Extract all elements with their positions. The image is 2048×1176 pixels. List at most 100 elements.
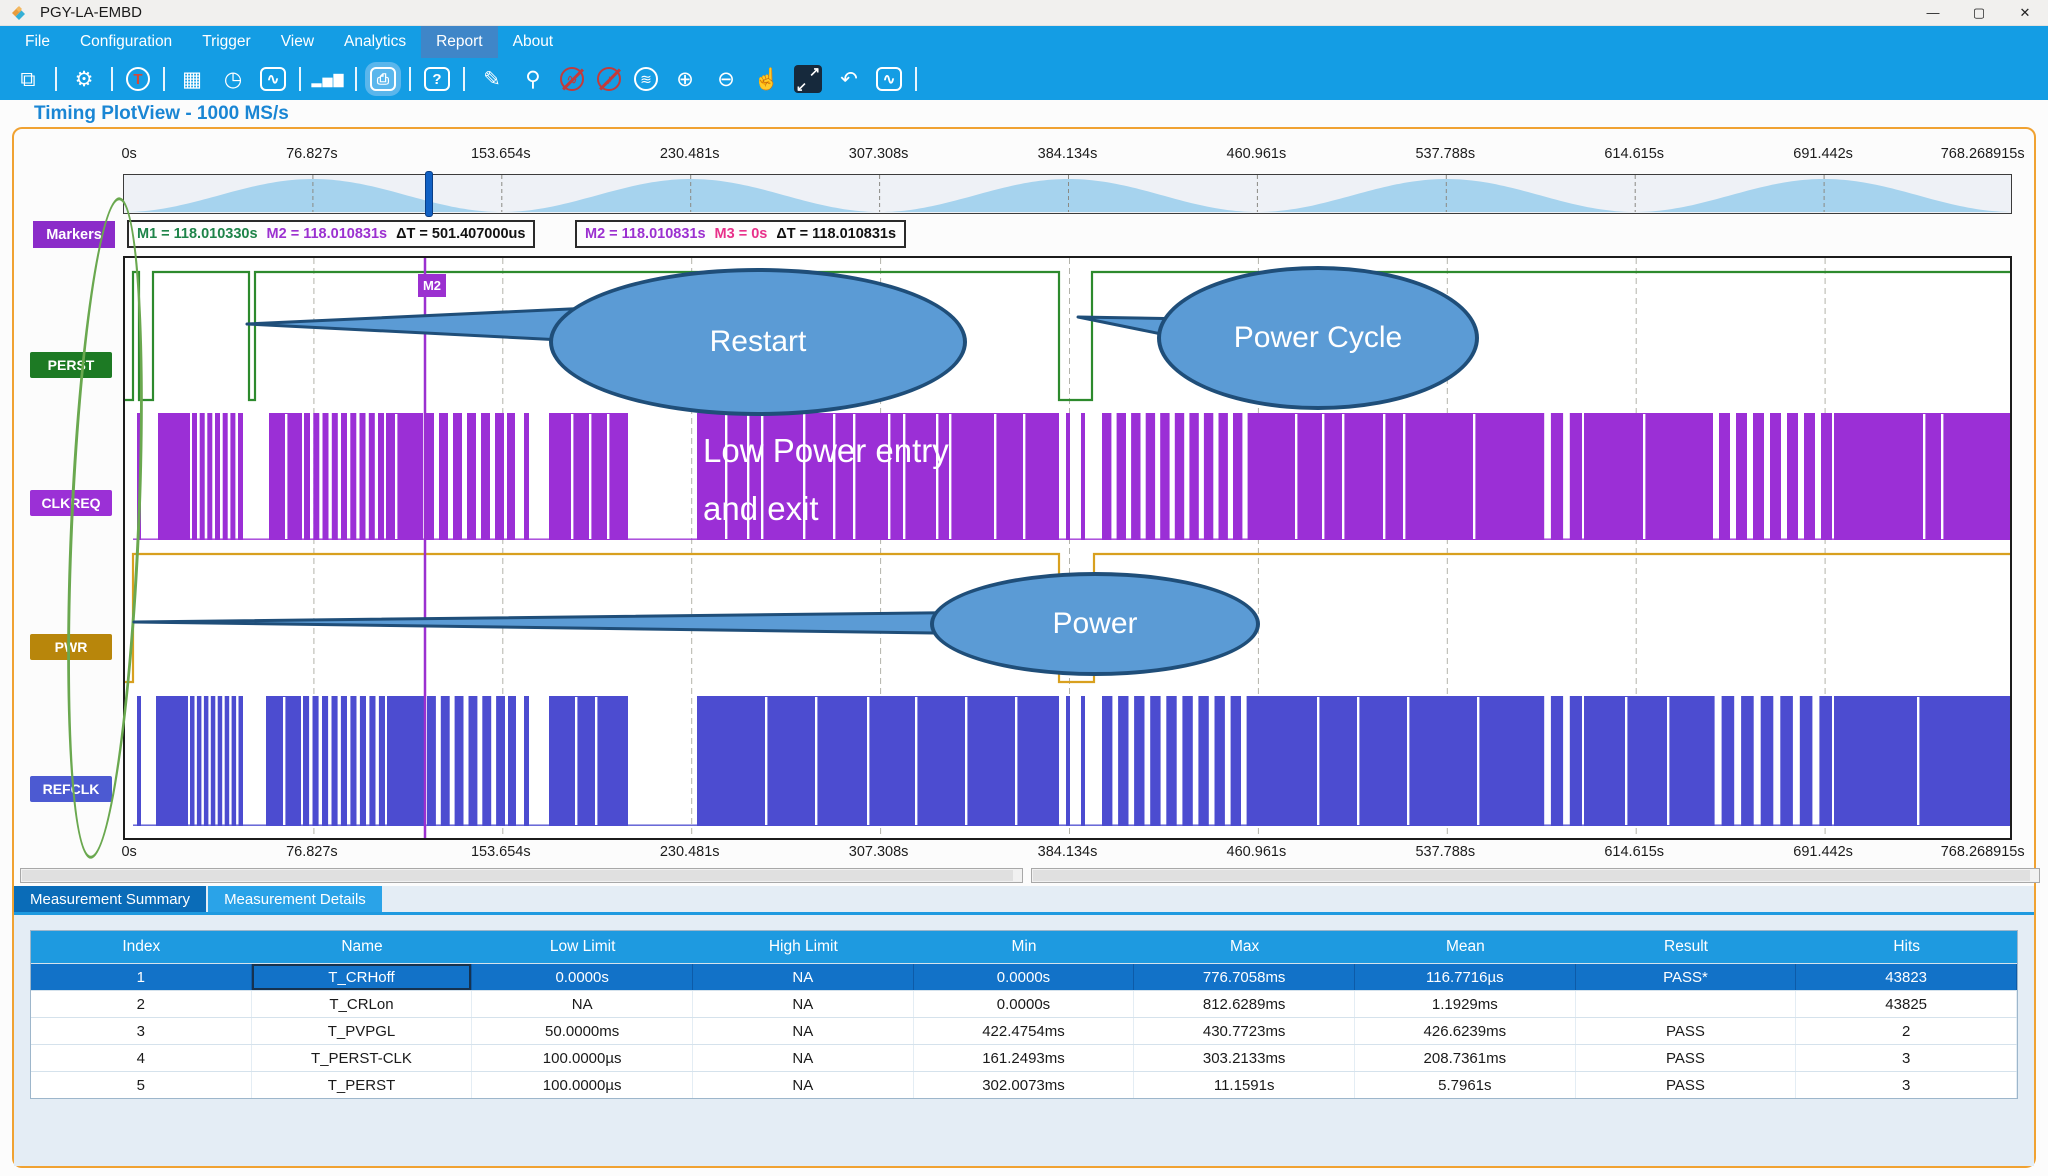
table-cell[interactable]: 3 <box>1796 1045 2017 1071</box>
table-cell[interactable]: NA <box>693 1072 914 1098</box>
menu-file[interactable]: File <box>10 26 65 58</box>
table-cell[interactable]: NA <box>693 964 914 990</box>
table-cell[interactable]: 3 <box>31 1018 252 1044</box>
table-cell[interactable]: 0.0000s <box>914 991 1135 1017</box>
table-row[interactable]: 4T_PERST-CLK100.0000µsNA161.2493ms303.21… <box>31 1044 2017 1071</box>
table-cell[interactable]: T_PERST <box>252 1072 473 1098</box>
column-header-max[interactable]: Max <box>1134 931 1355 963</box>
column-header-low-limit[interactable]: Low Limit <box>472 931 693 963</box>
menu-about[interactable]: About <box>498 26 569 58</box>
table-cell[interactable]: NA <box>693 1018 914 1044</box>
table-cell[interactable]: NA <box>693 991 914 1017</box>
zoom-in-icon[interactable]: ⊕ <box>671 65 699 93</box>
signal-disabled-icon[interactable]: ∿ <box>560 67 584 91</box>
menu-configuration[interactable]: Configuration <box>65 26 187 58</box>
wireless-annotate-icon[interactable]: ≋ <box>634 67 658 91</box>
timing-plot-canvas[interactable] <box>123 256 2012 840</box>
table-cell[interactable]: 422.4754ms <box>914 1018 1135 1044</box>
m2-marker-flag[interactable]: M2 <box>418 274 446 297</box>
table-cell[interactable]: 43825 <box>1796 991 2017 1017</box>
power-callout: Power <box>930 572 1260 676</box>
close-button[interactable]: ✕ <box>2002 0 2048 26</box>
table-cell[interactable]: 776.7058ms <box>1134 964 1355 990</box>
table-row[interactable]: 1T_CRHoff0.0000sNA0.0000s776.7058ms116.7… <box>31 963 2017 990</box>
annotation-pen-icon[interactable]: ✎ <box>478 65 506 93</box>
left-horizontal-scrollbar[interactable] <box>20 868 1023 883</box>
menu-analytics[interactable]: Analytics <box>329 26 421 58</box>
table-cell[interactable]: 426.6239ms <box>1355 1018 1576 1044</box>
table-cell[interactable]: 1.1929ms <box>1355 991 1576 1017</box>
table-cell[interactable]: 50.0000ms <box>472 1018 693 1044</box>
overview-position-marker[interactable] <box>425 171 433 217</box>
menu-report[interactable]: Report <box>421 26 498 58</box>
zoom-out-icon[interactable]: ⊖ <box>712 65 740 93</box>
table-cell[interactable]: 4 <box>31 1045 252 1071</box>
table-cell[interactable]: T_PERST-CLK <box>252 1045 473 1071</box>
table-cell[interactable]: PASS <box>1576 1045 1797 1071</box>
column-header-index[interactable]: Index <box>31 931 252 963</box>
table-row[interactable]: 5T_PERST100.0000µsNA302.0073ms11.1591s5.… <box>31 1071 2017 1098</box>
help-icon[interactable]: ? <box>424 67 450 91</box>
waveform-window-icon[interactable]: ∿ <box>260 67 286 91</box>
waveform-view-icon[interactable]: ∿ <box>876 67 902 91</box>
menu-view[interactable]: View <box>266 26 329 58</box>
minimize-button[interactable]: — <box>1910 0 1956 26</box>
restart-callout: Restart <box>549 268 967 416</box>
table-cell[interactable]: 302.0073ms <box>914 1072 1135 1098</box>
table-cell[interactable]: 100.0000µs <box>472 1072 693 1098</box>
column-header-high-limit[interactable]: High Limit <box>693 931 914 963</box>
channel-grid-icon[interactable]: ▦ <box>178 65 206 93</box>
table-cell[interactable]: 303.2133ms <box>1134 1045 1355 1071</box>
table-cell[interactable]: 43823 <box>1796 964 2017 990</box>
column-header-hits[interactable]: Hits <box>1796 931 2017 963</box>
clock-icon[interactable]: ◷ <box>219 65 247 93</box>
right-horizontal-scrollbar[interactable] <box>1031 868 2040 883</box>
column-header-result[interactable]: Result <box>1576 931 1797 963</box>
table-cell[interactable]: NA <box>693 1045 914 1071</box>
table-cell[interactable]: 2 <box>1796 1018 2017 1044</box>
table-cell[interactable]: 161.2493ms <box>914 1045 1135 1071</box>
table-cell[interactable]: 5.7961s <box>1355 1072 1576 1098</box>
table-cell[interactable]: 0.0000s <box>914 964 1135 990</box>
column-header-mean[interactable]: Mean <box>1355 931 1576 963</box>
settings-gear-icon[interactable]: ⚙ <box>70 65 98 93</box>
table-row[interactable]: 2T_CRLonNANA0.0000s812.6289ms1.1929ms438… <box>31 990 2017 1017</box>
table-cell[interactable]: 0.0000s <box>472 964 693 990</box>
analytics-icon[interactable]: ▂▅▇ <box>314 65 342 93</box>
table-cell[interactable]: 208.7361ms <box>1355 1045 1576 1071</box>
table-cell[interactable]: 100.0000µs <box>472 1045 693 1071</box>
trigger-icon[interactable]: T <box>126 67 150 91</box>
table-cell[interactable]: 2 <box>31 991 252 1017</box>
fullscreen-icon[interactable]: ↗↙ <box>794 65 822 93</box>
undo-icon[interactable]: ↶ <box>835 65 863 93</box>
table-cell[interactable]: 812.6289ms <box>1134 991 1355 1017</box>
table-row[interactable]: 3T_PVPGL50.0000msNA422.4754ms430.7723ms4… <box>31 1017 2017 1044</box>
tab-measurement-details[interactable]: Measurement Details <box>208 886 382 912</box>
column-header-name[interactable]: Name <box>252 931 473 963</box>
table-cell[interactable]: PASS <box>1576 1018 1797 1044</box>
table-cell[interactable]: T_PVPGL <box>252 1018 473 1044</box>
marker-readout-m1-m2: M1 = 118.010330sM2 = 118.010831sΔT = 501… <box>127 220 535 248</box>
waveform-overview-strip[interactable] <box>123 174 2012 214</box>
menu-trigger[interactable]: Trigger <box>187 26 266 58</box>
table-cell[interactable]: 116.7716µs <box>1355 964 1576 990</box>
tab-measurement-summary[interactable]: Measurement Summary <box>14 886 206 912</box>
touch-mode-icon[interactable]: ☝ <box>753 65 781 93</box>
new-session-icon[interactable]: ⧉ <box>14 65 42 93</box>
table-cell[interactable]: T_CRHoff <box>252 964 473 990</box>
report-icon[interactable]: ⎙ <box>370 67 396 91</box>
maximize-button[interactable]: ▢ <box>1956 0 2002 26</box>
table-cell[interactable]: T_CRLon <box>252 991 473 1017</box>
table-cell[interactable]: PASS* <box>1576 964 1797 990</box>
table-cell[interactable] <box>1576 991 1797 1017</box>
table-cell[interactable]: 11.1591s <box>1134 1072 1355 1098</box>
table-cell[interactable]: 3 <box>1796 1072 2017 1098</box>
table-cell[interactable]: PASS <box>1576 1072 1797 1098</box>
column-header-min[interactable]: Min <box>914 931 1135 963</box>
probe-icon[interactable]: ⚲ <box>519 65 547 93</box>
table-cell[interactable]: 1 <box>31 964 252 990</box>
table-cell[interactable]: 5 <box>31 1072 252 1098</box>
table-cell[interactable]: NA <box>472 991 693 1017</box>
table-cell[interactable]: 430.7723ms <box>1134 1018 1355 1044</box>
mute-disabled-icon[interactable]: ♪ <box>597 67 621 91</box>
